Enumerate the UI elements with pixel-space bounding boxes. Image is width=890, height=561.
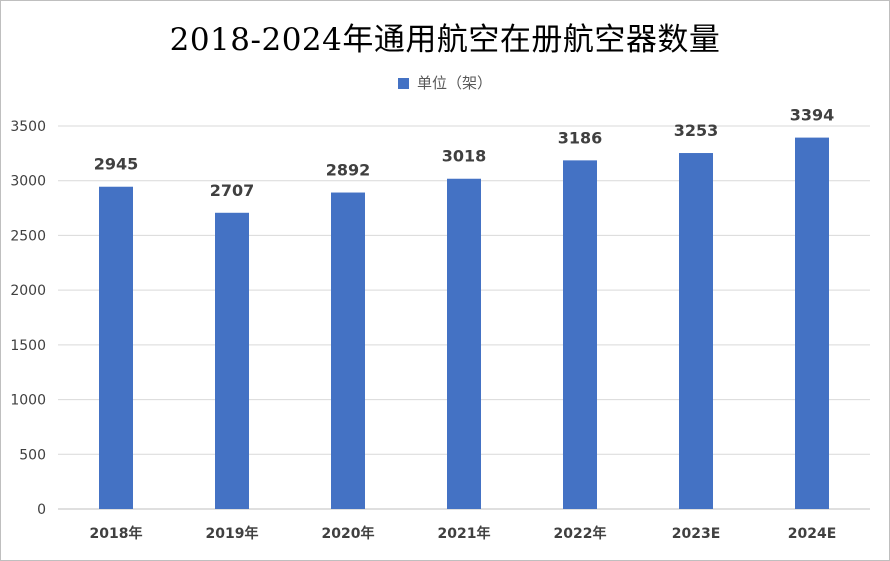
x-category-label: 2019年 — [206, 525, 259, 542]
data-label: 3253 — [674, 121, 719, 140]
y-tick-label: 3000 — [10, 174, 46, 190]
x-category-label: 2018年 — [90, 525, 143, 542]
legend-swatch — [397, 78, 409, 89]
x-category-label: 2022年 — [554, 525, 607, 542]
x-category-label: 2020年 — [322, 525, 375, 542]
data-label: 3394 — [790, 106, 835, 125]
data-label: 2892 — [326, 161, 371, 180]
bar — [679, 153, 713, 509]
data-label: 2707 — [210, 181, 255, 200]
x-category-label: 2024E — [788, 526, 837, 542]
y-tick-label: 0 — [37, 502, 46, 518]
y-tick-label: 500 — [19, 447, 46, 463]
chart-legend: 单位（架） — [0, 72, 890, 93]
bar — [563, 160, 597, 509]
y-tick-label: 2500 — [10, 228, 46, 244]
chart-title: 2018-2024年通用航空在册航空器数量 — [169, 22, 721, 58]
bar — [99, 186, 133, 510]
bar — [215, 212, 249, 509]
bar — [447, 178, 481, 509]
y-tick-label: 2000 — [10, 283, 46, 299]
y-tick-label: 3500 — [10, 119, 46, 135]
bar — [331, 192, 365, 509]
x-category-label: 2023E — [672, 526, 721, 542]
bar — [795, 137, 829, 509]
data-label: 3186 — [558, 128, 603, 147]
data-label: 3018 — [442, 147, 487, 166]
legend-label: 单位（架） — [416, 74, 492, 92]
data-label: 2945 — [94, 155, 139, 174]
x-category-label: 2021年 — [438, 525, 491, 542]
y-tick-label: 1500 — [10, 338, 46, 354]
y-tick-label: 1000 — [10, 393, 46, 409]
